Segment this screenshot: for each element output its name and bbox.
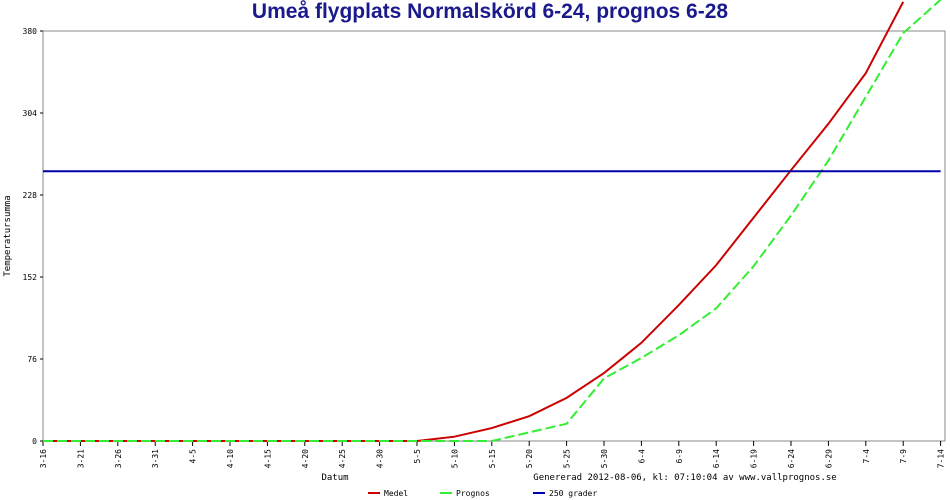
legend-label: Prognos [456,489,490,498]
x-tick-label: 5-20 [525,449,534,468]
footer-note: Genererad 2012-08-06, kl: 07:10:04 av ww… [533,473,836,483]
series-line [43,1,905,442]
x-tick-label: 7-9 [899,449,908,464]
x-tick-label: 5-30 [600,449,609,468]
y-tick-label: 0 [32,437,37,446]
y-tick-label: 76 [27,355,37,364]
y-axis-label: Temperatursumma [3,195,13,276]
x-tick-label: 4-30 [376,449,385,468]
legend-label: Medel [384,489,408,498]
x-tick-label: 3-16 [39,449,48,468]
legend-label: 250 grader [549,489,597,498]
x-tick-label: 4-10 [226,449,235,468]
x-tick-label: 3-26 [114,449,123,468]
x-tick-label: 6-29 [824,449,833,468]
y-tick-label: 228 [23,191,38,200]
x-tick-label: 6-4 [637,449,646,464]
y-tick-label: 152 [23,273,38,282]
x-tick-label: 6-24 [787,449,796,468]
x-tick-label: 4-5 [189,449,198,464]
x-tick-label: 5-10 [450,449,459,468]
x-tick-label: 7-14 [937,449,946,468]
x-tick-label: 4-15 [263,449,272,468]
x-tick-label: 4-25 [338,449,347,468]
x-tick-label: 7-4 [862,449,871,464]
x-axis-label: Datum [321,473,348,483]
y-tick-label: 304 [23,109,38,118]
x-tick-label: 6-19 [750,449,759,468]
x-tick-label: 3-21 [76,449,85,468]
x-tick-label: 3-31 [151,449,160,468]
chart-title: Umeå flygplats Normalskörd 6-24, prognos… [252,0,728,23]
x-tick-label: 5-5 [413,449,422,464]
series-line [43,0,942,442]
x-tick-label: 5-15 [488,449,497,468]
y-tick-label: 380 [23,27,38,36]
x-tick-label: 5-25 [563,449,572,468]
plot-frame [42,30,946,442]
x-tick-label: 6-9 [675,449,684,464]
x-tick-label: 6-14 [712,449,721,468]
x-tick-label: 4-20 [301,449,310,468]
